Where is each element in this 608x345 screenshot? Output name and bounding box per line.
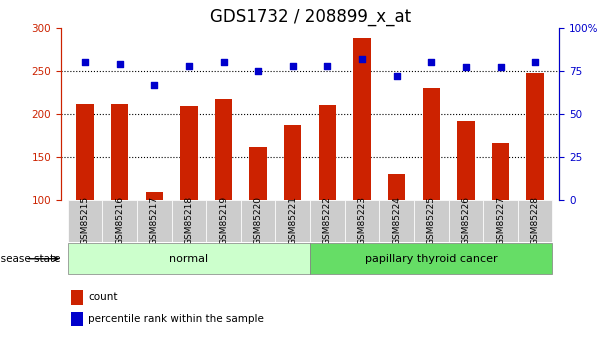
Point [426,59,436,65]
Point [150,82,159,87]
Bar [146,193,163,200]
Text: GSM85228: GSM85228 [531,196,540,245]
Text: normal: normal [170,254,209,264]
Point [496,65,505,70]
Text: GSM85226: GSM85226 [461,196,471,245]
Bar [180,106,198,200]
Point [80,59,90,65]
Point [184,63,194,68]
FancyBboxPatch shape [449,200,483,242]
FancyBboxPatch shape [67,243,310,274]
Bar [319,105,336,200]
Text: GSM85224: GSM85224 [392,196,401,245]
FancyBboxPatch shape [414,200,449,242]
Text: GSM85215: GSM85215 [80,196,89,245]
FancyBboxPatch shape [102,200,137,242]
FancyBboxPatch shape [241,200,275,242]
Text: papillary thyroid cancer: papillary thyroid cancer [365,254,497,264]
Point [115,61,125,67]
Bar [77,104,94,200]
Bar [388,174,406,200]
Bar [215,99,232,200]
Text: GSM85218: GSM85218 [184,196,193,245]
Point [254,68,263,73]
Text: GSM85227: GSM85227 [496,196,505,245]
FancyBboxPatch shape [518,200,553,242]
FancyBboxPatch shape [171,200,206,242]
FancyBboxPatch shape [483,200,518,242]
Bar [492,143,509,200]
FancyBboxPatch shape [206,200,241,242]
FancyBboxPatch shape [137,200,171,242]
Text: GSM85225: GSM85225 [427,196,436,245]
Text: GSM85220: GSM85220 [254,196,263,245]
FancyBboxPatch shape [275,200,310,242]
Text: GSM85216: GSM85216 [115,196,124,245]
Point [357,56,367,61]
Bar [423,88,440,200]
Bar [111,104,128,200]
Bar [457,121,474,200]
Text: percentile rank within the sample: percentile rank within the sample [88,314,264,324]
FancyBboxPatch shape [310,200,345,242]
Bar [353,38,371,200]
Text: GSM85219: GSM85219 [219,196,228,245]
Bar [284,125,302,200]
FancyBboxPatch shape [345,200,379,242]
FancyBboxPatch shape [67,200,102,242]
Point [461,65,471,70]
Point [392,73,401,79]
Text: GSM85222: GSM85222 [323,196,332,245]
Point [322,63,332,68]
FancyBboxPatch shape [310,243,553,274]
Point [288,63,298,68]
Bar [71,290,83,305]
Text: GSM85217: GSM85217 [150,196,159,245]
Text: GSM85223: GSM85223 [358,196,367,245]
Text: GSM85221: GSM85221 [288,196,297,245]
Text: count: count [88,293,118,302]
Point [219,59,229,65]
Bar [71,312,83,326]
FancyBboxPatch shape [379,200,414,242]
Bar [249,147,267,200]
Text: disease state: disease state [0,254,60,264]
Point [530,59,540,65]
Bar [527,73,544,200]
Title: GDS1732 / 208899_x_at: GDS1732 / 208899_x_at [210,8,410,26]
